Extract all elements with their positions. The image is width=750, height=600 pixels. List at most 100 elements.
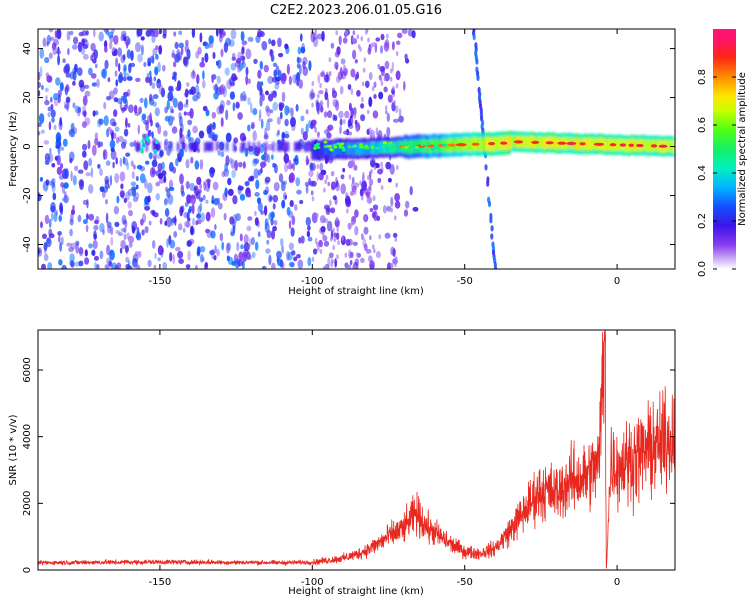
spectrogram-x-tick-label: -100	[301, 276, 324, 287]
noise-blob	[247, 36, 254, 43]
noise-blob	[253, 150, 259, 156]
noise-blob	[99, 250, 104, 260]
noise-blob	[226, 99, 231, 106]
noise-blob	[333, 115, 338, 121]
noise-blob	[330, 236, 333, 242]
noise-blob	[340, 183, 347, 195]
noise-blob	[349, 259, 353, 266]
noise-blob	[312, 124, 316, 129]
noise-blob	[367, 175, 370, 181]
noise-blob	[179, 148, 184, 158]
noise-blob	[172, 61, 177, 68]
noise-blob	[324, 179, 328, 185]
noise-blob	[64, 191, 67, 200]
noise-blob	[277, 69, 282, 79]
noise-blob	[79, 246, 84, 257]
noise-blob	[141, 113, 147, 121]
noise-blob	[288, 220, 292, 230]
noise-blob	[289, 172, 295, 183]
noise-blob	[195, 190, 201, 200]
noise-blob	[128, 242, 133, 248]
noise-blob	[123, 64, 127, 72]
noise-blob	[327, 181, 331, 187]
noise-blob	[91, 144, 97, 156]
noise-blob	[110, 236, 114, 246]
noise-blob	[290, 107, 294, 118]
noise-blob	[212, 181, 219, 191]
noise-blob	[347, 84, 352, 90]
noise-blob	[311, 88, 314, 94]
noise-blob	[88, 67, 93, 76]
tone-body	[499, 136, 502, 151]
diagonal-line-segment	[490, 233, 494, 240]
noise-blob	[270, 54, 275, 62]
noise-blob	[237, 259, 244, 267]
noise-blob	[83, 84, 90, 89]
noise-blob	[295, 177, 301, 187]
noise-blob	[197, 46, 202, 55]
noise-blob	[136, 226, 140, 234]
noise-blob	[284, 105, 290, 116]
noise-blob	[239, 233, 243, 242]
noise-blob	[60, 163, 64, 169]
noise-blob	[160, 247, 164, 258]
noise-blob	[327, 256, 331, 267]
noise-blob	[269, 195, 272, 203]
noise-blob	[262, 265, 267, 269]
noise-blob	[265, 248, 271, 254]
noise-blob	[69, 253, 75, 263]
noise-blob	[263, 64, 269, 73]
noise-blob	[332, 245, 336, 250]
tone-peak	[370, 145, 375, 149]
noise-blob	[372, 195, 376, 202]
noise-blob	[186, 240, 192, 247]
noise-blob	[348, 264, 352, 269]
noise-blob	[48, 228, 53, 237]
noise-blob	[339, 85, 344, 95]
noise-blob	[196, 246, 201, 256]
noise-blob	[323, 187, 326, 193]
noise-blob	[162, 64, 166, 72]
noise-blob	[44, 99, 50, 106]
noise-blob	[231, 56, 237, 61]
noise-blob	[360, 36, 364, 42]
noise-blob	[177, 250, 184, 259]
tone-body	[135, 143, 138, 149]
noise-blob	[275, 80, 280, 86]
noise-blob	[160, 87, 166, 98]
noise-blob	[267, 193, 272, 203]
noise-blob	[78, 260, 84, 267]
noise-blob	[59, 241, 62, 252]
noise-blob	[152, 94, 159, 100]
noise-blob	[75, 240, 80, 246]
noise-blob	[268, 38, 272, 45]
noise-blob	[119, 247, 123, 254]
noise-blob	[343, 130, 349, 135]
noise-blob	[47, 106, 53, 112]
noise-blob	[132, 187, 137, 198]
tone-body	[282, 143, 285, 149]
noise-blob	[99, 141, 104, 147]
noise-blob	[103, 102, 107, 110]
noise-blob	[225, 155, 230, 167]
noise-blob	[214, 83, 219, 94]
noise-blob	[323, 204, 330, 210]
noise-blob	[384, 232, 391, 239]
noise-blob	[196, 219, 202, 225]
noise-blob	[45, 72, 50, 78]
noise-blob	[38, 90, 41, 97]
noise-blob	[220, 151, 225, 158]
snr-y-tick-label: 4000	[22, 424, 33, 449]
noise-blob	[113, 97, 119, 103]
noise-blob	[180, 184, 185, 196]
noise-blob	[356, 34, 360, 40]
noise-blob	[69, 30, 74, 36]
noise-blob	[394, 215, 397, 221]
noise-blob	[130, 160, 134, 167]
noise-blob	[382, 205, 387, 214]
noise-blob	[254, 241, 259, 251]
noise-blob	[376, 215, 381, 221]
noise-blob	[124, 219, 128, 228]
snr-x-tick-label: 0	[614, 577, 620, 588]
main-tone	[135, 130, 675, 161]
